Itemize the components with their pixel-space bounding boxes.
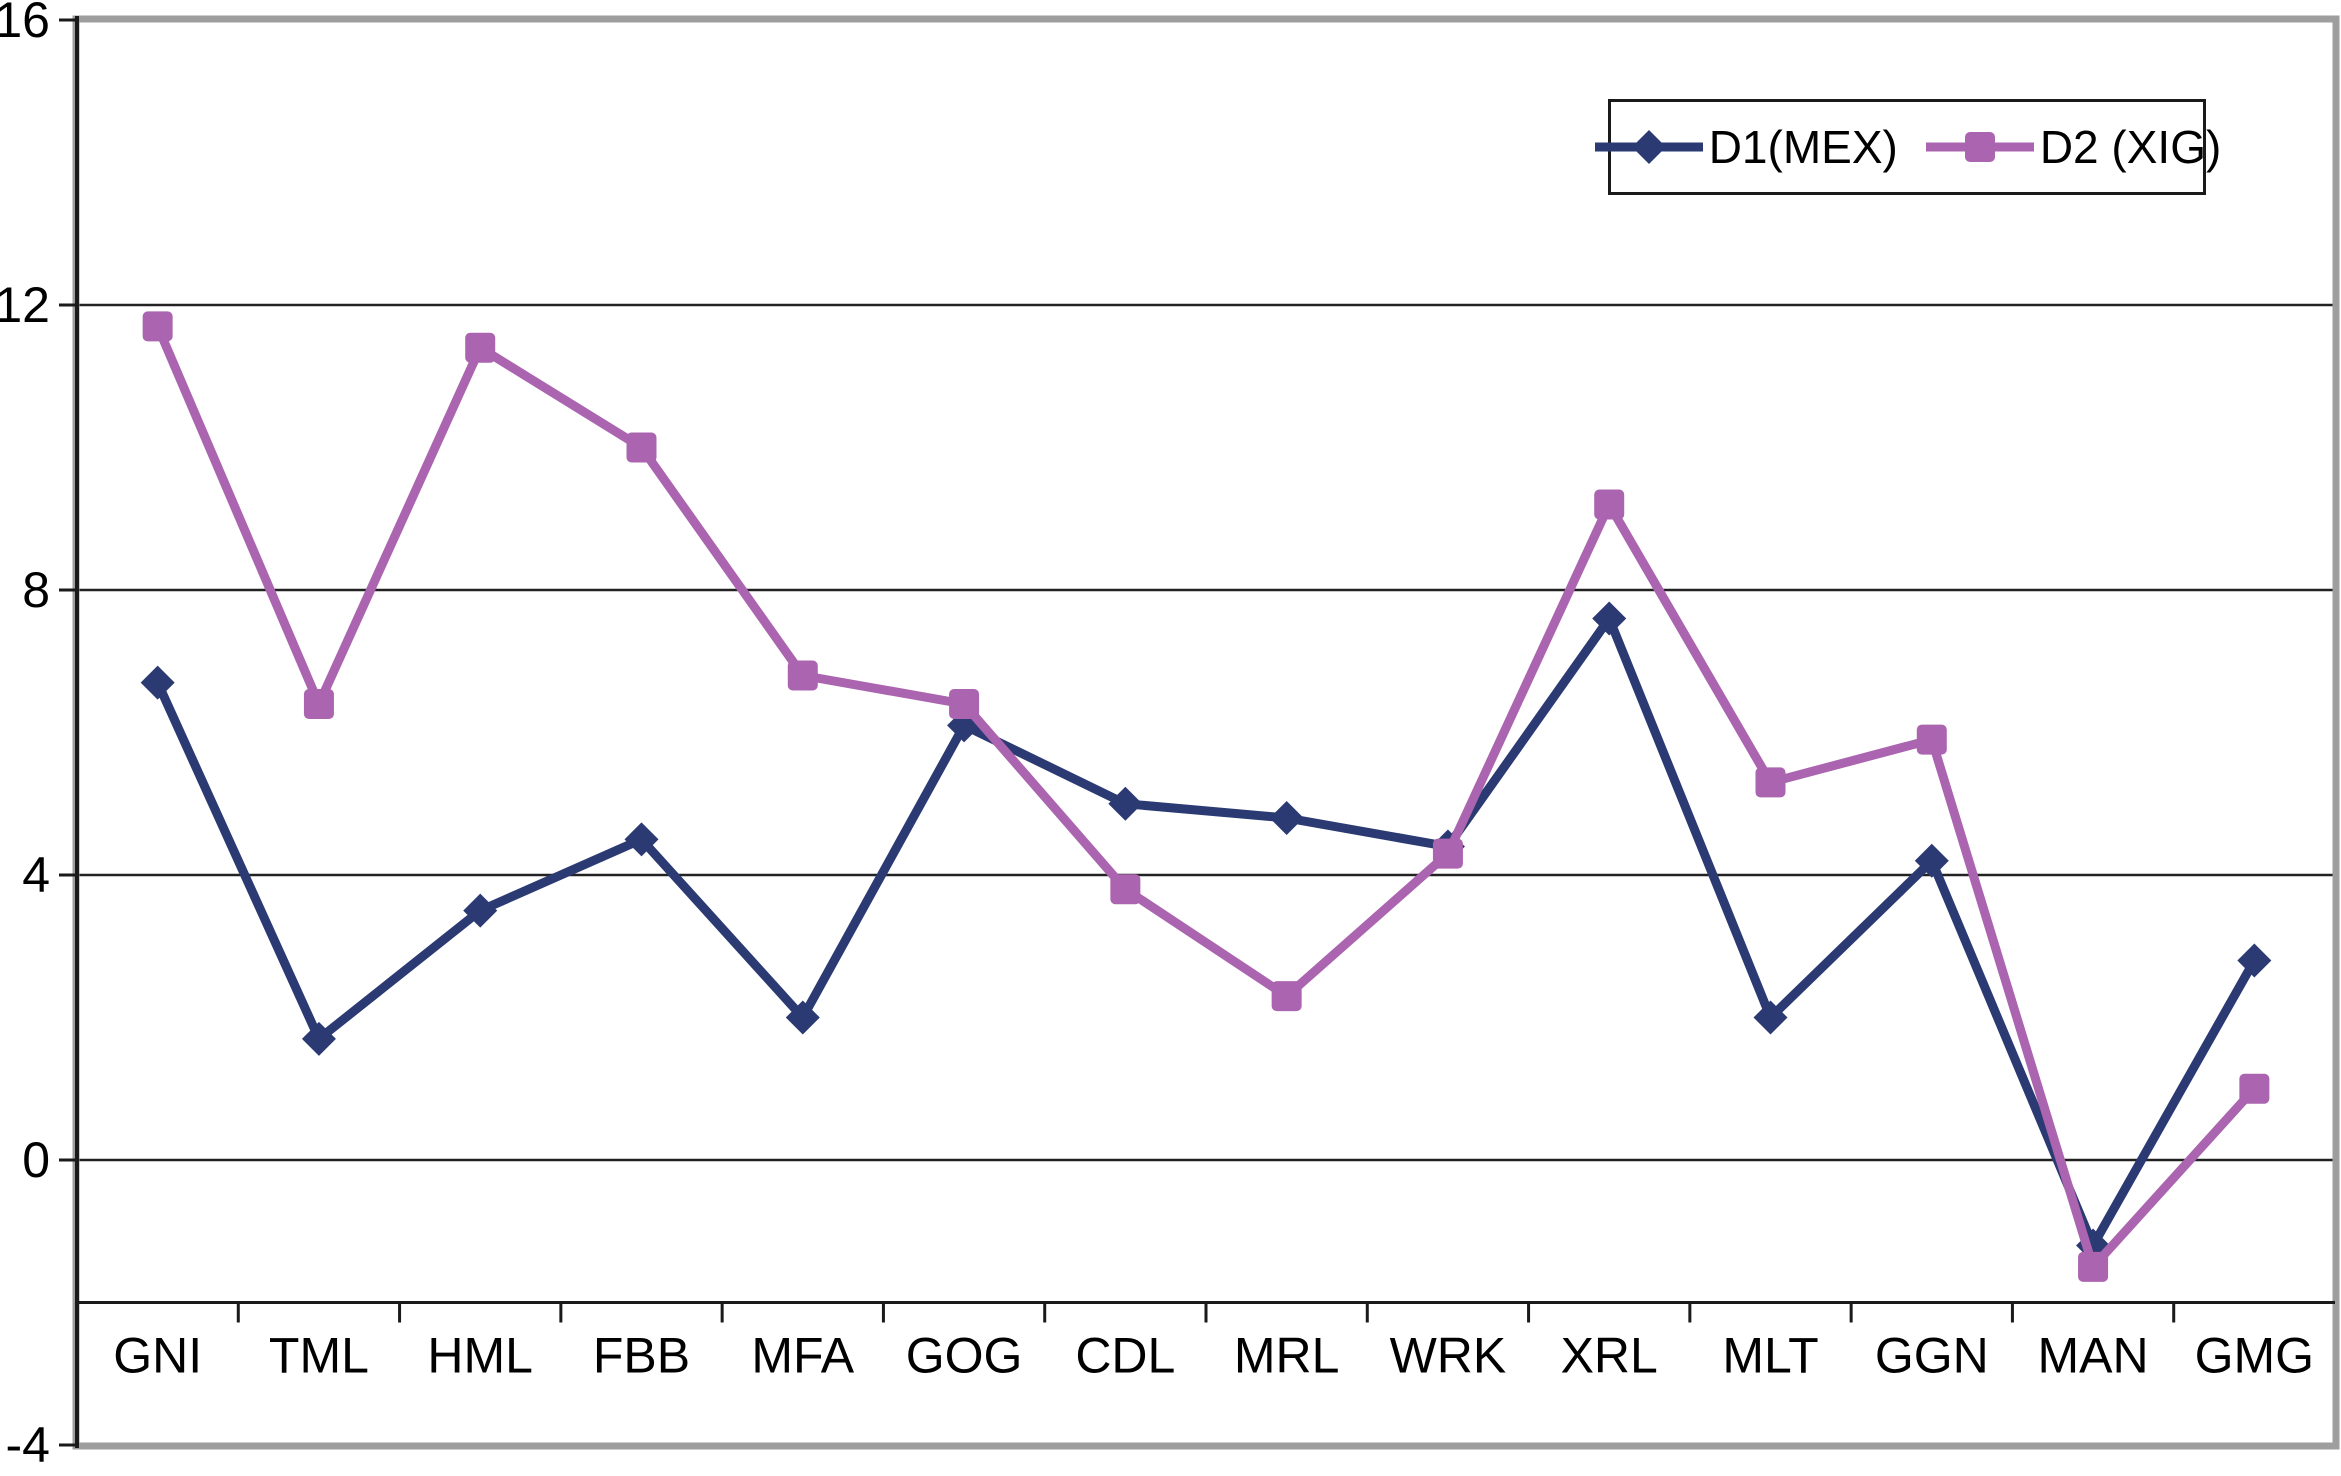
legend-label-d1: D1(MEX) — [1708, 121, 1898, 173]
x-axis-category-label: GOG — [906, 1328, 1023, 1384]
series-marker-diamond — [463, 893, 498, 928]
series-marker-square — [1110, 874, 1141, 905]
series-marker-square — [1755, 767, 1786, 798]
x-axis-category-label: GGN — [1875, 1328, 1989, 1384]
series-marker-diamond — [624, 822, 659, 857]
x-axis-category-label: HML — [427, 1328, 533, 1384]
series-marker-diamond — [785, 1000, 820, 1035]
y-axis-tick-label: 0 — [22, 1132, 50, 1188]
series-marker-diamond — [1269, 801, 1304, 835]
y-axis-tick-label: 16 — [0, 0, 50, 48]
series-marker-square — [142, 311, 173, 342]
series-marker-square — [1432, 838, 1463, 869]
series-marker-square — [787, 660, 818, 691]
legend-entry-d2: D2 (XIG) — [1924, 120, 2221, 174]
series-line-2 — [153, 321, 2259, 1272]
legend-entry-d1: D1(MEX) — [1593, 120, 1898, 174]
series-marker-square — [2078, 1251, 2109, 1282]
series-marker-diamond — [1108, 786, 1143, 821]
x-axis-category-label: MRL — [1234, 1328, 1340, 1384]
x-axis-category-label: XRL — [1561, 1328, 1658, 1384]
y-axis-tick-label: 4 — [22, 847, 50, 903]
series-marker-diamond — [140, 665, 175, 700]
legend: D1(MEX) D2 (XIG) — [1594, 99, 2221, 195]
series-marker-square — [465, 332, 496, 363]
x-axis-category-label: MAN — [2038, 1328, 2149, 1384]
series-marker-diamond — [1753, 1000, 1788, 1035]
y-axis-tick-label: 12 — [0, 277, 50, 333]
y-axis-tick-label: 8 — [22, 562, 50, 618]
legend-line-square-icon — [1925, 132, 2034, 162]
series-marker-diamond — [2237, 943, 2272, 978]
x-axis-category-label: GNI — [113, 1328, 202, 1384]
x-axis-category-label: TML — [269, 1328, 369, 1384]
x-axis-category-label: WRK — [1390, 1328, 1507, 1384]
series-marker-diamond — [1592, 601, 1627, 636]
series-marker-square — [1594, 489, 1625, 520]
plot-frame — [72, 15, 2340, 1450]
x-axis-category-label: GMG — [2195, 1328, 2314, 1384]
series-marker-square — [949, 689, 980, 719]
series-marker-square — [303, 689, 334, 719]
x-axis-category-label: MLT — [1722, 1328, 1818, 1384]
x-axis-category-label: FBB — [593, 1328, 690, 1384]
series-marker-square — [626, 432, 657, 463]
x-axis-category-label: CDL — [1075, 1328, 1175, 1384]
legend-line-diamond-icon — [1594, 130, 1703, 164]
series-marker-square — [1271, 981, 1302, 1012]
y-axis-tick-label: -4 — [6, 1417, 50, 1473]
series-marker-diamond — [301, 1021, 336, 1056]
x-axis-category-label: MFA — [751, 1328, 854, 1384]
series-marker-square — [2239, 1073, 2270, 1104]
legend-label-d2: D2 (XIG) — [2039, 121, 2222, 173]
series-marker-square — [1916, 724, 1947, 755]
series-marker-diamond — [1914, 843, 1949, 878]
series-line-1 — [153, 614, 2259, 1250]
